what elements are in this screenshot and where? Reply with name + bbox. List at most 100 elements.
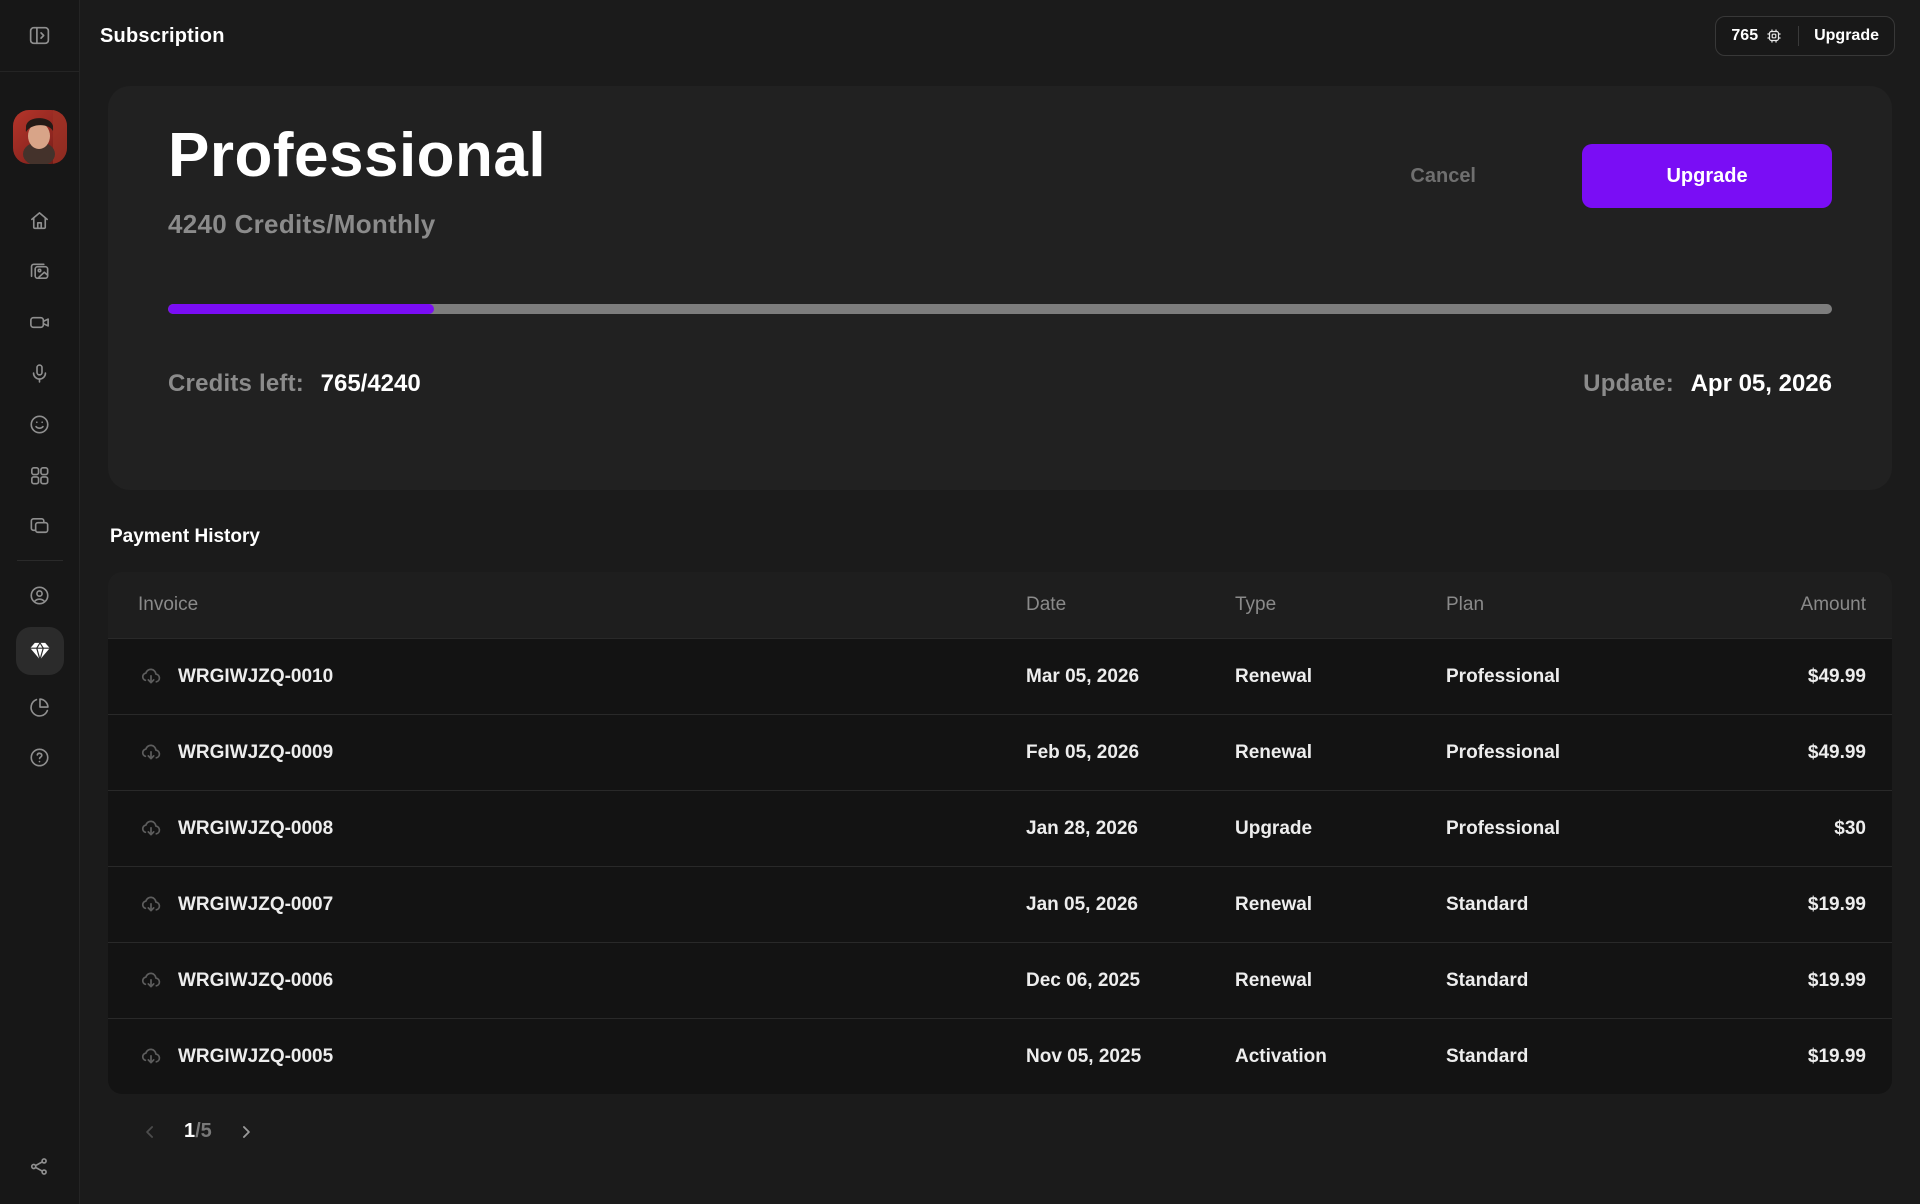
content: Professional 4240 Credits/Monthly Cancel… (80, 72, 1920, 1204)
invoice-number: WRGIWJZQ-0010 (178, 665, 334, 687)
invoice-amount: $30 (1834, 817, 1866, 839)
table-header-row: Invoice Date Type Plan Amount (108, 572, 1892, 638)
smiley-icon (28, 413, 51, 436)
progress-fill (168, 304, 435, 315)
main-area: Subscription 765 Upgrade Profess (80, 0, 1920, 1204)
user-avatar[interactable] (12, 110, 67, 164)
video-camera-icon (28, 311, 51, 334)
help-icon (28, 746, 51, 769)
credits-left-label: Credits left: (168, 370, 304, 398)
projects-icon (28, 515, 51, 538)
table-row: WRGIWJZQ-0007 Jan 05, 2026 Renewal Stand… (108, 866, 1892, 942)
sidebar-item-account[interactable] (22, 577, 58, 613)
cancel-subscription-button[interactable]: Cancel (1410, 164, 1476, 187)
sidebar-item-audio[interactable] (22, 355, 58, 391)
panel-collapse-icon (27, 23, 52, 48)
invoice-date: Mar 05, 2026 (1026, 665, 1140, 687)
download-invoice-button[interactable] (138, 892, 164, 918)
sidebar-item-video[interactable] (22, 304, 58, 340)
invoice-number: WRGIWJZQ-0008 (178, 817, 334, 839)
sidebar-divider (16, 560, 63, 561)
sidebar-nav-primary (22, 202, 58, 544)
diamond-icon (27, 638, 53, 664)
plan-name: Professional (168, 121, 547, 190)
invoice-date: Dec 06, 2025 (1026, 969, 1141, 991)
sidebar-item-subscription[interactable] (15, 627, 64, 675)
payment-history-table: Invoice Date Type Plan Amount (108, 572, 1892, 1094)
credits-upgrade-pill: 765 Upgrade (1715, 16, 1895, 56)
invoice-type: Upgrade (1235, 817, 1313, 839)
payment-history-title: Payment History (110, 526, 260, 547)
topbar-upgrade-button[interactable]: Upgrade (1799, 17, 1894, 55)
download-invoice-button[interactable] (138, 1044, 164, 1070)
cloud-download-icon (139, 817, 163, 841)
invoice-plan: Professional (1446, 665, 1561, 687)
sidebar (0, 0, 80, 1204)
download-invoice-button[interactable] (138, 968, 164, 994)
invoice-type: Renewal (1235, 969, 1313, 991)
apps-grid-icon (28, 464, 51, 487)
sidebar-item-usage[interactable] (22, 689, 58, 725)
column-header-type: Type (1235, 594, 1277, 615)
table-row: WRGIWJZQ-0006 Dec 06, 2025 Renewal Stand… (108, 942, 1892, 1018)
sidebar-item-images[interactable] (22, 253, 58, 289)
invoice-amount: $19.99 (1807, 893, 1866, 915)
download-invoice-button[interactable] (138, 816, 164, 842)
cloud-download-icon (139, 893, 163, 917)
next-page-button[interactable] (236, 1122, 256, 1142)
invoice-plan: Professional (1446, 741, 1561, 763)
credits-badge[interactable]: 765 (1716, 17, 1798, 55)
home-icon (28, 209, 51, 232)
invoice-type: Activation (1235, 1045, 1327, 1067)
collapse-sidebar-button[interactable] (22, 18, 58, 54)
table-row: WRGIWJZQ-0005 Nov 05, 2025 Activation St… (108, 1018, 1892, 1094)
sidebar-item-home[interactable] (22, 202, 58, 238)
credits-left-value: 765/4240 (320, 370, 421, 398)
invoice-type: Renewal (1235, 893, 1313, 915)
invoice-type: Renewal (1235, 741, 1313, 763)
update-label: Update: (1583, 370, 1674, 398)
previous-page-button[interactable] (140, 1122, 160, 1142)
invoice-number: WRGIWJZQ-0005 (178, 1045, 334, 1067)
invoice-number: WRGIWJZQ-0006 (178, 969, 334, 991)
update-value: Apr 05, 2026 (1690, 370, 1832, 398)
credits-value: 765 (1731, 27, 1759, 44)
invoice-date: Feb 05, 2026 (1026, 741, 1140, 763)
share-button[interactable] (22, 1148, 58, 1184)
sidebar-item-apps[interactable] (22, 457, 58, 493)
column-header-date: Date (1026, 594, 1067, 615)
column-header-plan: Plan (1446, 594, 1485, 615)
table-row: WRGIWJZQ-0008 Jan 28, 2026 Upgrade Profe… (108, 790, 1892, 866)
chevron-right-icon (236, 1122, 256, 1142)
invoice-type: Renewal (1235, 665, 1313, 687)
sidebar-item-emoji[interactable] (22, 406, 58, 442)
upgrade-plan-button[interactable]: Upgrade (1582, 144, 1832, 208)
invoice-plan: Standard (1446, 893, 1529, 915)
invoice-date: Nov 05, 2025 (1026, 1045, 1142, 1067)
invoice-plan: Standard (1446, 969, 1529, 991)
column-header-amount: Amount (1800, 594, 1866, 615)
invoice-plan: Professional (1446, 817, 1561, 839)
plan-quota: 4240 Credits/Monthly (168, 209, 436, 240)
total-pages: /5 (195, 1120, 212, 1142)
invoice-date: Jan 28, 2026 (1026, 817, 1138, 839)
invoice-number: WRGIWJZQ-0009 (178, 741, 334, 763)
plan-actions: Cancel Upgrade (1410, 144, 1832, 208)
topbar: Subscription 765 Upgrade (80, 0, 1920, 72)
table-row: WRGIWJZQ-0009 Feb 05, 2026 Renewal Profe… (108, 714, 1892, 790)
download-invoice-button[interactable] (138, 664, 164, 690)
subscription-plan-card: Professional 4240 Credits/Monthly Cancel… (108, 86, 1892, 490)
invoice-number: WRGIWJZQ-0007 (178, 893, 334, 915)
update-stat: Update: Apr 05, 2026 (1583, 370, 1832, 398)
invoice-date: Jan 05, 2026 (1026, 893, 1138, 915)
page-title: Subscription (100, 24, 225, 47)
pill-divider (1798, 26, 1800, 46)
invoice-amount: $49.99 (1807, 665, 1866, 687)
invoice-plan: Standard (1446, 1045, 1529, 1067)
pie-chart-icon (28, 696, 51, 719)
sidebar-item-projects[interactable] (22, 508, 58, 544)
sidebar-item-help[interactable] (22, 739, 58, 775)
plan-info: Professional 4240 Credits/Monthly (168, 120, 546, 240)
images-icon (28, 260, 51, 283)
download-invoice-button[interactable] (138, 740, 164, 766)
